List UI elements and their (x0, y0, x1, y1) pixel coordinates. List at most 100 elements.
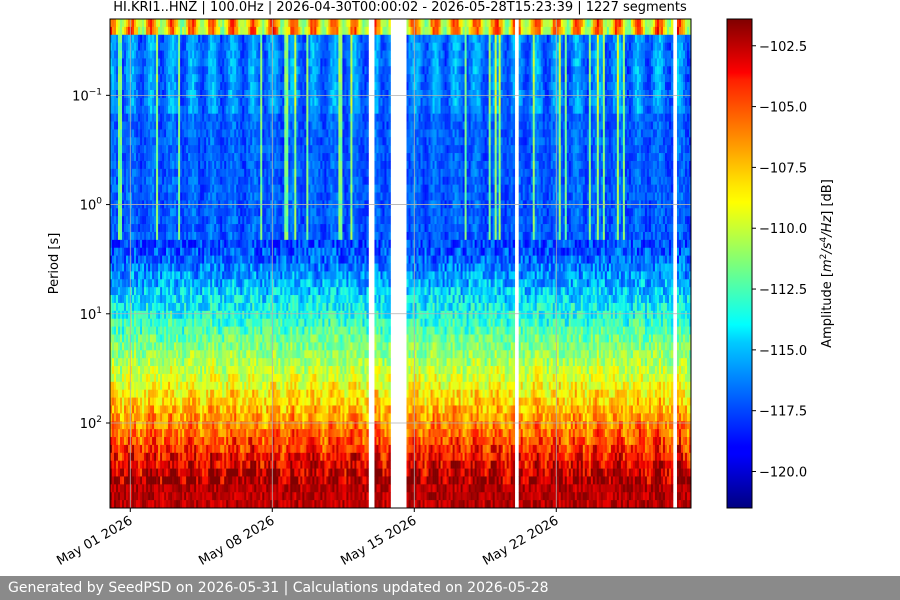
heatmap-cell (176, 484, 178, 492)
heatmap-cell (240, 248, 242, 256)
heatmap-cell (246, 405, 248, 413)
heatmap-cell (206, 66, 208, 74)
heatmap-cell (220, 366, 222, 374)
heatmap-cell (116, 390, 118, 398)
heatmap-cell (134, 98, 136, 106)
heatmap-cell (232, 350, 234, 358)
heatmap-cell (142, 476, 144, 484)
heatmap-cell (158, 66, 160, 74)
heatmap-cell (192, 232, 194, 240)
heatmap-cell (246, 366, 248, 374)
heatmap-cell (120, 271, 122, 279)
heatmap-cell (142, 405, 144, 413)
heatmap-cell (244, 208, 246, 216)
heatmap-cell (166, 445, 168, 453)
heatmap-cell (180, 421, 182, 429)
heatmap-cell (204, 240, 206, 248)
heatmap-cell (260, 342, 262, 350)
heatmap-cell (206, 429, 208, 437)
heatmap-cell (200, 122, 202, 130)
heatmap-cell (140, 256, 142, 264)
heatmap-cell (160, 279, 162, 287)
heatmap-cell (198, 295, 200, 303)
heatmap-cell (260, 334, 262, 342)
heatmap-cell (118, 193, 120, 201)
heatmap-cell (170, 311, 172, 319)
heatmap-cell (264, 19, 266, 27)
heatmap-cell (194, 279, 196, 287)
heatmap-cell (220, 169, 222, 177)
heatmap-cell (138, 248, 140, 256)
heatmap-cell (238, 429, 240, 437)
heatmap-cell (264, 295, 266, 303)
heatmap-cell (126, 122, 128, 130)
heatmap-cell (206, 51, 208, 59)
heatmap-cell (120, 224, 122, 232)
heatmap-cell (118, 66, 120, 74)
heatmap-cell (244, 413, 246, 421)
heatmap-cell (216, 137, 218, 145)
heatmap-cell (218, 74, 220, 82)
heatmap-cell (216, 342, 218, 350)
heatmap-cell (142, 382, 144, 390)
heatmap-cell (164, 366, 166, 374)
heatmap-cell (120, 484, 122, 492)
heatmap-cell (252, 224, 254, 232)
heatmap-cell (136, 295, 138, 303)
heatmap-cell (210, 129, 212, 137)
heatmap-cell (200, 177, 202, 185)
heatmap-cell (118, 358, 120, 366)
heatmap-cell (224, 161, 226, 169)
heatmap-cell (224, 43, 226, 51)
heatmap-cell (222, 66, 224, 74)
heatmap-cell (148, 248, 150, 256)
heatmap-cell (254, 177, 256, 185)
heatmap-cell (168, 374, 170, 382)
heatmap-cell (200, 429, 202, 437)
heatmap-cell (240, 484, 242, 492)
heatmap-cell (162, 429, 164, 437)
heatmap-cell (240, 264, 242, 272)
heatmap-cell (230, 453, 232, 461)
heatmap-cell (184, 295, 186, 303)
heatmap-cell (238, 311, 240, 319)
heatmap-cell (122, 413, 124, 421)
heatmap-cell (144, 256, 146, 264)
heatmap-cell (174, 216, 176, 224)
heatmap-cell (158, 106, 160, 114)
heatmap-cell (182, 145, 184, 153)
heatmap-cell (114, 319, 116, 327)
heatmap-cell (230, 90, 232, 98)
heatmap-cell (196, 122, 198, 130)
heatmap-cell (236, 129, 238, 137)
heatmap-cell (204, 90, 206, 98)
heatmap-cell (186, 90, 188, 98)
heatmap-cell (258, 382, 260, 390)
heatmap-cell (116, 295, 118, 303)
heatmap-cell (198, 240, 200, 248)
heatmap-cell (248, 137, 250, 145)
heatmap-cell (208, 461, 210, 469)
heatmap-cell (202, 366, 204, 374)
heatmap-cell (246, 461, 248, 469)
heatmap-cell (266, 193, 268, 201)
heatmap-cell (182, 114, 184, 122)
heatmap-cell (140, 342, 142, 350)
heatmap-cell (210, 240, 212, 248)
heatmap-cell (232, 114, 234, 122)
heatmap-cell (218, 358, 220, 366)
heatmap-cell (156, 311, 158, 319)
heatmap-cell (138, 43, 140, 51)
heatmap-cell (258, 413, 260, 421)
heatmap-cell (144, 74, 146, 82)
heatmap-cell (254, 405, 256, 413)
heatmap-cell (122, 51, 124, 59)
heatmap-cell (230, 106, 232, 114)
heatmap-cell (242, 271, 244, 279)
heatmap-cell (176, 169, 178, 177)
heatmap-cell (268, 429, 270, 437)
heatmap-cell (228, 461, 230, 469)
heatmap-cell (266, 66, 268, 74)
heatmap-cell (150, 366, 152, 374)
heatmap-cell (142, 145, 144, 153)
